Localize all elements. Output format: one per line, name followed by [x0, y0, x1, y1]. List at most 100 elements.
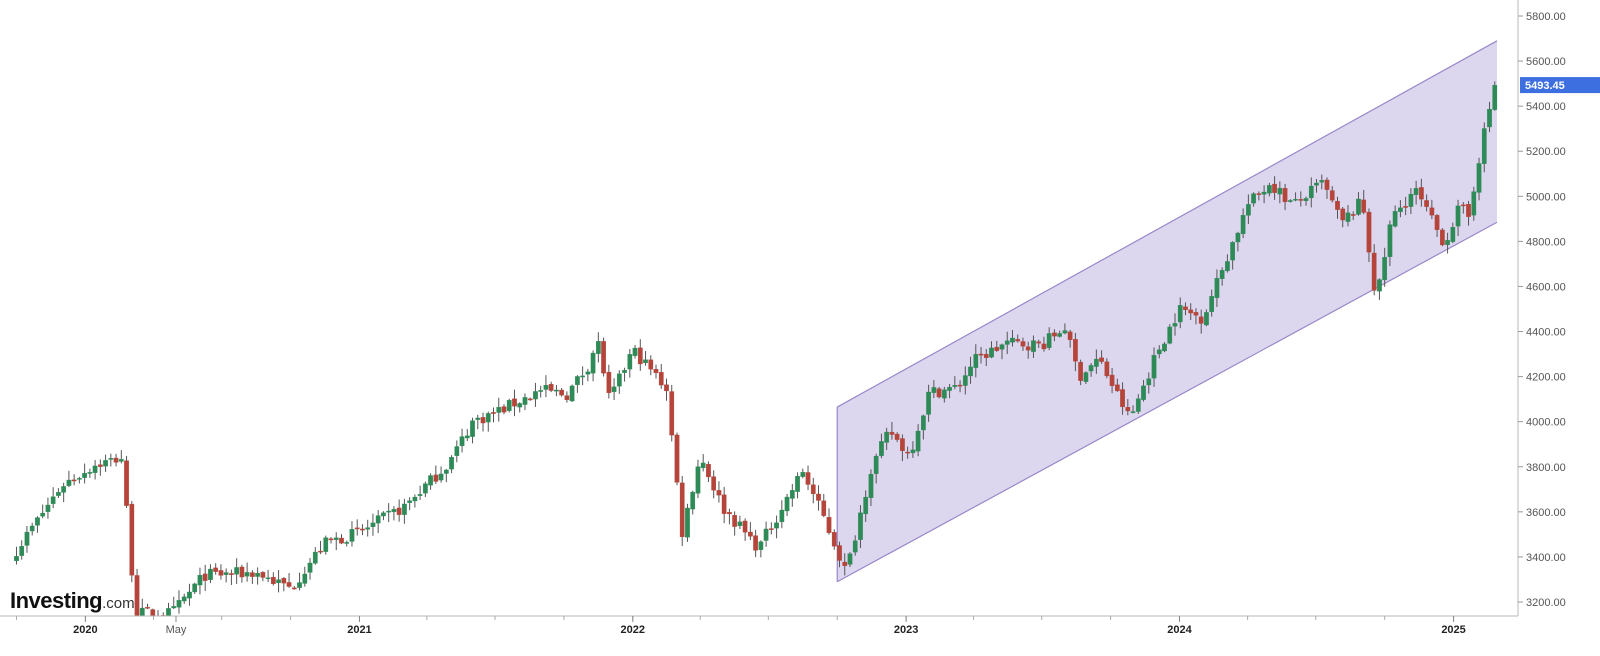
candle [35, 516, 40, 533]
candle [234, 558, 239, 584]
candle [884, 427, 890, 450]
candle [1293, 192, 1298, 202]
candle [1188, 303, 1194, 321]
y-tick-label: 5400.00 [1526, 101, 1566, 113]
candle [784, 493, 790, 517]
y-axis-background [1518, 0, 1600, 651]
x-tick-label: 2022 [621, 624, 645, 636]
price-channel [836, 40, 1498, 583]
candle [103, 454, 108, 472]
candle [1010, 329, 1015, 347]
candle [616, 370, 622, 394]
candle [915, 424, 921, 457]
candle [344, 540, 350, 547]
candle [1088, 363, 1094, 377]
y-tick-label: 4800.00 [1526, 236, 1566, 248]
y-tick-label: 3800.00 [1526, 462, 1566, 474]
candle [695, 459, 701, 499]
candle [312, 547, 318, 565]
candle [56, 488, 61, 498]
candle [354, 519, 360, 536]
last-price-label: 5493.45 [1525, 80, 1565, 92]
candle [449, 455, 454, 474]
candle [994, 340, 1000, 352]
candle [538, 385, 544, 398]
candle [1099, 350, 1104, 364]
candle [1135, 394, 1141, 414]
candle [1041, 336, 1047, 352]
candle [606, 364, 612, 399]
candle [1382, 247, 1388, 287]
candle [527, 397, 533, 401]
candle [229, 569, 234, 585]
candle [1466, 200, 1471, 226]
candle [1025, 341, 1031, 359]
candle [1314, 178, 1319, 193]
candle [554, 384, 559, 397]
candle [947, 383, 952, 399]
candle [748, 522, 753, 541]
candle [522, 393, 528, 411]
candle [543, 375, 549, 398]
candle [596, 332, 601, 363]
candle [92, 459, 98, 480]
candle [14, 546, 19, 565]
candle [847, 552, 853, 568]
candle [454, 440, 460, 463]
candle [318, 540, 323, 555]
candle [71, 474, 77, 486]
candle [1198, 309, 1204, 334]
candle [575, 375, 580, 393]
candle [905, 446, 910, 459]
candle [973, 344, 979, 378]
candle [1083, 371, 1089, 384]
candle [24, 525, 30, 553]
candle [1225, 254, 1230, 273]
candle [1062, 323, 1068, 335]
candle [1266, 182, 1272, 197]
logo-suffix-text: .com [102, 595, 135, 612]
candle [674, 432, 680, 486]
candle [564, 391, 570, 403]
y-tick-label: 3200.00 [1526, 597, 1566, 609]
candle [443, 468, 449, 483]
candle [601, 337, 606, 377]
candle [459, 428, 465, 453]
candle [1251, 192, 1256, 207]
candle [727, 508, 732, 525]
candle [664, 378, 669, 401]
candle [428, 473, 433, 490]
candle [1046, 327, 1052, 351]
y-tick-label: 5600.00 [1526, 56, 1566, 68]
candle [1460, 202, 1466, 214]
candle [999, 343, 1005, 360]
candle [407, 497, 412, 511]
candle [244, 562, 250, 582]
candle [370, 513, 376, 536]
candle [250, 570, 255, 584]
candle [1303, 196, 1309, 206]
candle [1319, 174, 1325, 190]
candle [842, 553, 848, 576]
candle [957, 380, 963, 393]
candle [475, 414, 481, 430]
candle [921, 414, 926, 440]
candle [910, 441, 916, 458]
candle [952, 376, 958, 390]
candle [1282, 183, 1288, 211]
candle [533, 382, 538, 407]
last-price-badge: 5493.45 [1520, 77, 1600, 94]
candle [1015, 334, 1021, 343]
candle [29, 522, 35, 536]
candle [491, 407, 496, 423]
candle [753, 529, 758, 558]
candle [87, 468, 93, 478]
candle [1167, 324, 1173, 345]
candle [763, 521, 769, 547]
candle [590, 350, 596, 382]
candle [1067, 329, 1073, 348]
candle [302, 566, 308, 587]
x-tick-label: 2024 [1167, 624, 1192, 636]
candle [512, 389, 517, 417]
